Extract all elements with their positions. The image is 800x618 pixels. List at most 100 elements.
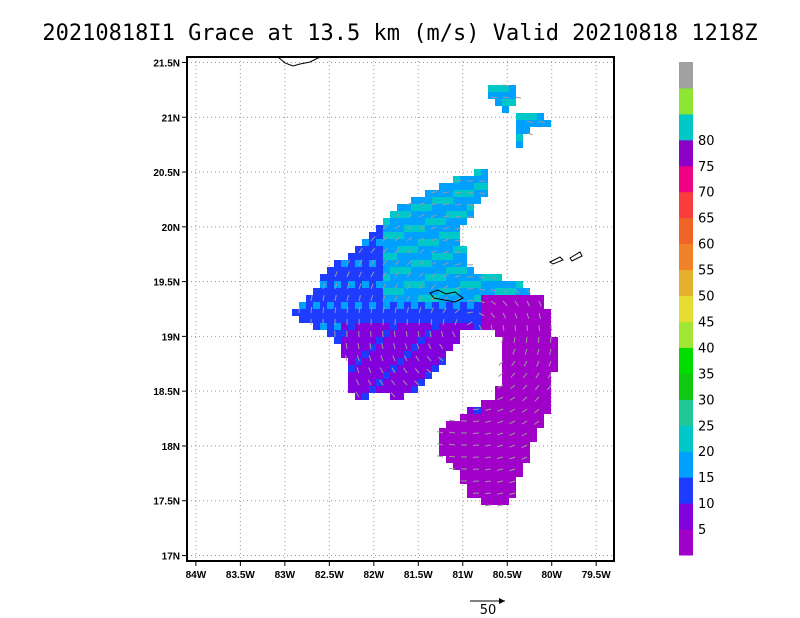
wind-arrow	[418, 318, 421, 326]
speed-cell	[355, 302, 362, 309]
wind-arrow	[380, 355, 384, 362]
wind-arrow	[522, 396, 528, 402]
speed-cell	[530, 295, 537, 302]
speed-cell	[383, 274, 390, 281]
speed-cell	[334, 316, 341, 323]
speed-cell	[327, 330, 334, 337]
speed-cell	[460, 316, 467, 323]
speed-cell	[488, 414, 495, 421]
speed-cell	[509, 428, 516, 435]
wind-arrow	[430, 214, 437, 218]
speed-cell	[418, 302, 425, 309]
speed-cell	[460, 288, 467, 295]
wind-arrow	[394, 236, 400, 242]
speed-cell	[425, 218, 432, 225]
wind-arrow	[547, 384, 552, 391]
speed-cell	[537, 386, 544, 393]
speed-cell	[362, 288, 369, 295]
wind-arrow	[525, 336, 528, 344]
speed-cell	[516, 365, 523, 372]
speed-cell	[425, 197, 432, 204]
speed-cell	[432, 337, 439, 344]
speed-cell	[383, 225, 390, 232]
speed-cell	[390, 225, 397, 232]
wind-arrow	[382, 224, 388, 230]
speed-cell	[495, 400, 502, 407]
speed-cell	[390, 330, 397, 337]
speed-cell	[537, 414, 544, 421]
speed-cell	[495, 281, 502, 288]
speed-cell	[474, 491, 481, 498]
wind-arrow	[536, 360, 540, 367]
coastline-segment	[549, 256, 564, 265]
wind-arrow	[485, 408, 492, 412]
speed-cell	[348, 309, 355, 316]
speed-cell	[481, 442, 488, 449]
speed-cell	[376, 323, 383, 330]
speed-cell	[523, 316, 530, 323]
speed-cell	[376, 288, 383, 295]
speed-cell	[537, 316, 544, 323]
speed-cell	[481, 288, 488, 295]
speed-cell	[397, 225, 404, 232]
speed-cell	[341, 309, 348, 316]
speed-cell	[355, 323, 362, 330]
wind-arrow	[418, 214, 425, 218]
wind-arrow	[310, 295, 313, 302]
speed-cell	[481, 169, 488, 176]
speed-cell	[369, 316, 376, 323]
colorbar-label: 15	[698, 471, 715, 486]
speed-cell	[481, 470, 488, 477]
speed-cell	[432, 281, 439, 288]
wind-arrow	[497, 444, 504, 448]
speed-cell	[397, 260, 404, 267]
speed-cell	[516, 295, 523, 302]
speed-cell	[523, 120, 530, 127]
speed-cell	[530, 386, 537, 393]
speed-cell	[453, 183, 460, 190]
speed-cell	[418, 232, 425, 239]
speed-cell	[467, 407, 474, 414]
wind-arrow	[418, 260, 425, 266]
wind-arrow	[478, 276, 485, 279]
speed-cell	[481, 414, 488, 421]
speed-cell	[439, 288, 446, 295]
speed-cell	[502, 421, 509, 428]
speed-cell	[439, 232, 446, 239]
y-tick-label: 17N	[162, 552, 180, 563]
wind-arrow	[418, 202, 425, 206]
speed-cell	[390, 372, 397, 379]
speed-cell	[516, 435, 523, 442]
speed-cell	[523, 407, 530, 414]
speed-cell	[453, 421, 460, 428]
speed-cell	[397, 281, 404, 288]
wind-arrow	[478, 312, 485, 317]
colorbar-label: 55	[698, 264, 715, 279]
speed-cell	[516, 421, 523, 428]
wind-arrow	[514, 300, 519, 307]
speed-cell	[313, 295, 320, 302]
x-tick-label: 81.5W	[404, 570, 433, 581]
speed-cell	[495, 99, 502, 106]
speed-cell	[418, 295, 425, 302]
colorbar-swatch	[679, 347, 693, 374]
speed-cell	[516, 428, 523, 435]
speed-cell	[425, 302, 432, 309]
speed-cell	[516, 456, 523, 463]
wind-arrow	[406, 248, 412, 254]
speed-cell	[544, 120, 551, 127]
speed-cell	[341, 295, 348, 302]
speed-cell	[523, 330, 530, 337]
speed-cell	[446, 218, 453, 225]
speed-cell	[509, 302, 516, 309]
speed-cell	[474, 176, 481, 183]
speed-cell	[460, 456, 467, 463]
speed-cell	[313, 323, 320, 330]
speed-cell	[355, 288, 362, 295]
wind-arrow	[394, 225, 401, 230]
wind-arrow	[426, 368, 432, 374]
speed-cell	[488, 463, 495, 470]
speed-cell	[439, 274, 446, 281]
speed-cell	[425, 253, 432, 260]
speed-cell	[467, 274, 474, 281]
